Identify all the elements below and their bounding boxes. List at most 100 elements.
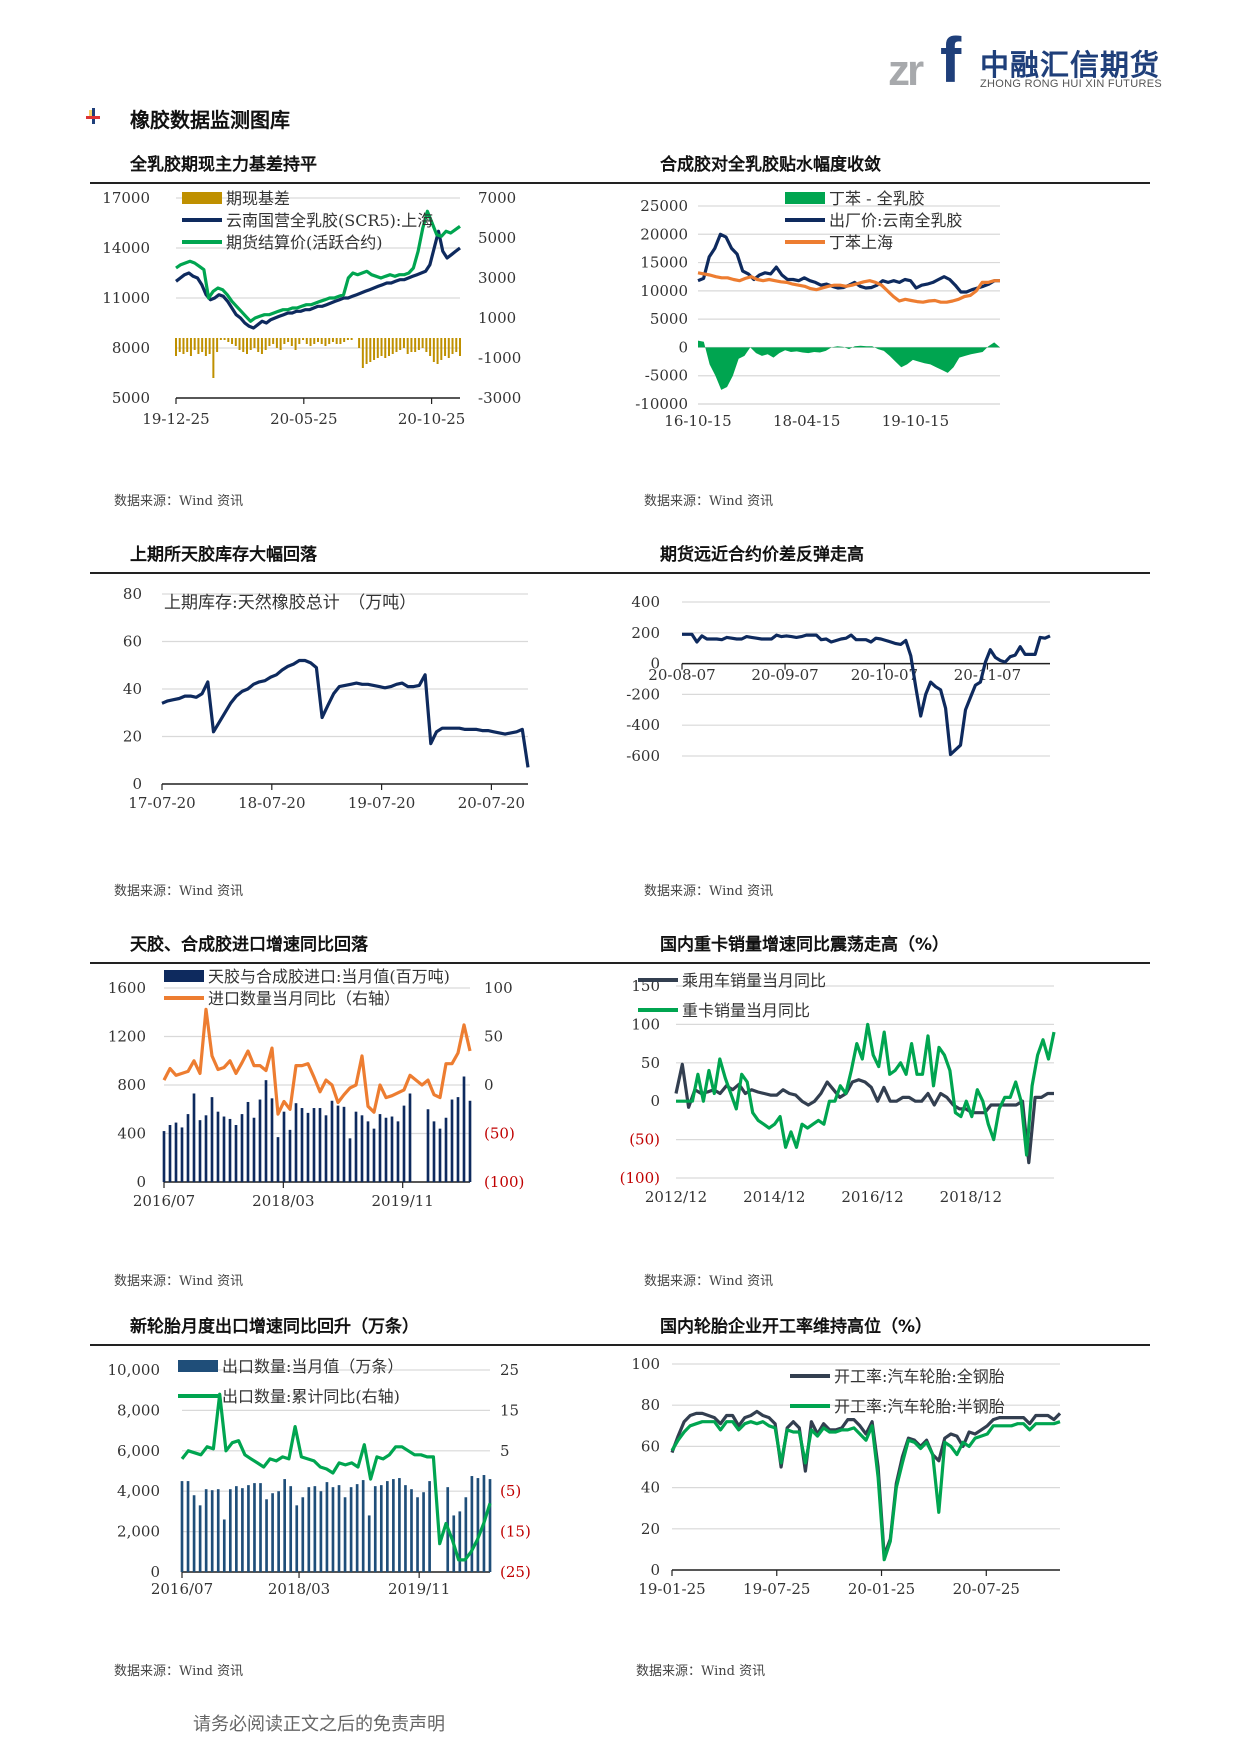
- bar: [260, 338, 263, 354]
- bar: [395, 338, 398, 352]
- bar: [264, 338, 267, 350]
- y-tick-label: 200: [631, 624, 660, 642]
- bar: [330, 1100, 334, 1182]
- y-tick-label: (50): [629, 1131, 660, 1149]
- chart-inline-legend: 上期库存:天然橡胶总计 （万吨）: [164, 593, 416, 613]
- line-series: [175, 229, 461, 330]
- bar: [380, 338, 383, 356]
- bar: [354, 1111, 358, 1182]
- x-tick-label: 20-11-07: [954, 666, 1021, 684]
- bar: [212, 338, 215, 378]
- chart-title: 新轮胎月度出口增速同比回升（万条）: [130, 1317, 419, 1337]
- y-right-tick-label: 3000: [478, 269, 516, 287]
- bar: [367, 1515, 371, 1572]
- bar: [458, 1511, 462, 1572]
- y-tick-label: 20: [641, 1520, 660, 1538]
- y-tick-label: 0: [136, 1173, 146, 1191]
- y-tick-label: 100: [631, 1015, 660, 1033]
- y-tick-label: 800: [117, 1076, 146, 1094]
- x-tick-label: 17-07-20: [128, 794, 195, 812]
- bar: [168, 1125, 172, 1182]
- bar: [222, 1519, 226, 1572]
- line-series: [682, 632, 1051, 757]
- y-tick-label: 20000: [640, 225, 688, 243]
- bar: [331, 338, 334, 342]
- bar: [313, 1486, 317, 1572]
- x-tick-label: 20-10-25: [398, 410, 465, 428]
- y-right-tick-label: 5: [500, 1442, 510, 1460]
- bar: [365, 338, 368, 364]
- bar: [325, 1482, 329, 1572]
- bar: [462, 1076, 466, 1182]
- bar: [410, 1489, 413, 1572]
- y-tick-label: 10000: [640, 282, 688, 300]
- bar: [450, 1099, 454, 1182]
- y-tick-label: 6,000: [117, 1442, 160, 1460]
- bar: [455, 338, 458, 352]
- bar: [294, 338, 297, 350]
- bar: [358, 338, 361, 348]
- bar: [249, 338, 252, 350]
- bar: [197, 338, 200, 354]
- line-series: [175, 209, 461, 323]
- y-tick-label: 17000: [102, 189, 150, 207]
- bar: [265, 1499, 268, 1572]
- bar: [210, 1097, 214, 1182]
- bar: [204, 1115, 208, 1182]
- x-tick-label: 19-01-25: [638, 1580, 705, 1598]
- bar: [219, 338, 222, 340]
- bar: [228, 1489, 232, 1572]
- line-series: [697, 271, 1000, 304]
- bar: [175, 338, 177, 356]
- bar: [216, 1111, 220, 1182]
- bar: [488, 1479, 492, 1572]
- bar: [193, 338, 196, 350]
- y-right-tick-label: (15): [500, 1523, 531, 1541]
- y-tick-label: 20: [123, 728, 142, 746]
- y-tick-label: -5000: [645, 367, 688, 385]
- bar: [223, 338, 226, 340]
- bar: [309, 338, 312, 346]
- bar: [440, 338, 443, 360]
- logo-en-name: ZHONG RONG HUI XIN FUTURES: [980, 78, 1162, 90]
- y-tick-label: 0: [150, 1563, 160, 1581]
- bar: [246, 1101, 250, 1182]
- data-source: 数据来源：Wind 资讯: [644, 1274, 774, 1289]
- y-tick-label: -400: [626, 716, 660, 734]
- chart-sbr-spread: 25000 20000 15000 10000 5000 0 -5000 -1000016-1…: [635, 189, 1000, 430]
- y-tick-label: 60: [123, 633, 142, 651]
- y-right-tick-label: (25): [500, 1563, 531, 1581]
- legend-swatch: [785, 192, 825, 204]
- legend-label: 进口数量当月同比（右轴）: [208, 989, 400, 1008]
- y-right-tick-label: 0: [484, 1076, 494, 1094]
- bar: [307, 1487, 311, 1572]
- bar: [186, 1481, 190, 1572]
- bar: [283, 1479, 286, 1572]
- bar: [426, 1109, 430, 1182]
- title-divider: [90, 182, 620, 184]
- bar: [247, 1485, 250, 1572]
- legend-label: 开工率:汽车轮胎:全钢胎: [834, 1367, 1005, 1386]
- bar: [216, 1489, 220, 1572]
- bar: [257, 338, 260, 352]
- x-tick-label: 19-07-25: [743, 1580, 810, 1598]
- bar: [373, 1486, 377, 1572]
- bar: [246, 338, 248, 354]
- bar: [416, 1497, 419, 1572]
- chart-imports: 1600 1200 800 400 0 100 50 0 (50) (100) 2016/07 201…: [108, 967, 525, 1210]
- bar: [335, 338, 338, 344]
- bar: [283, 338, 286, 344]
- x-tick-label: 20-10-07: [851, 666, 918, 684]
- bar: [216, 338, 219, 352]
- bar: [178, 338, 181, 352]
- legend-label: 出厂价:云南全乳胶: [829, 211, 962, 230]
- bar: [331, 1487, 335, 1572]
- title-divider: [90, 572, 620, 574]
- legend-label: 重卡销量当月同比: [682, 1001, 810, 1020]
- bar: [228, 1118, 232, 1182]
- legend-label: 期货结算价(活跃合约): [226, 233, 383, 252]
- bar: [384, 338, 387, 358]
- legend-swatch: [178, 1360, 218, 1372]
- legend-swatch: [164, 970, 204, 982]
